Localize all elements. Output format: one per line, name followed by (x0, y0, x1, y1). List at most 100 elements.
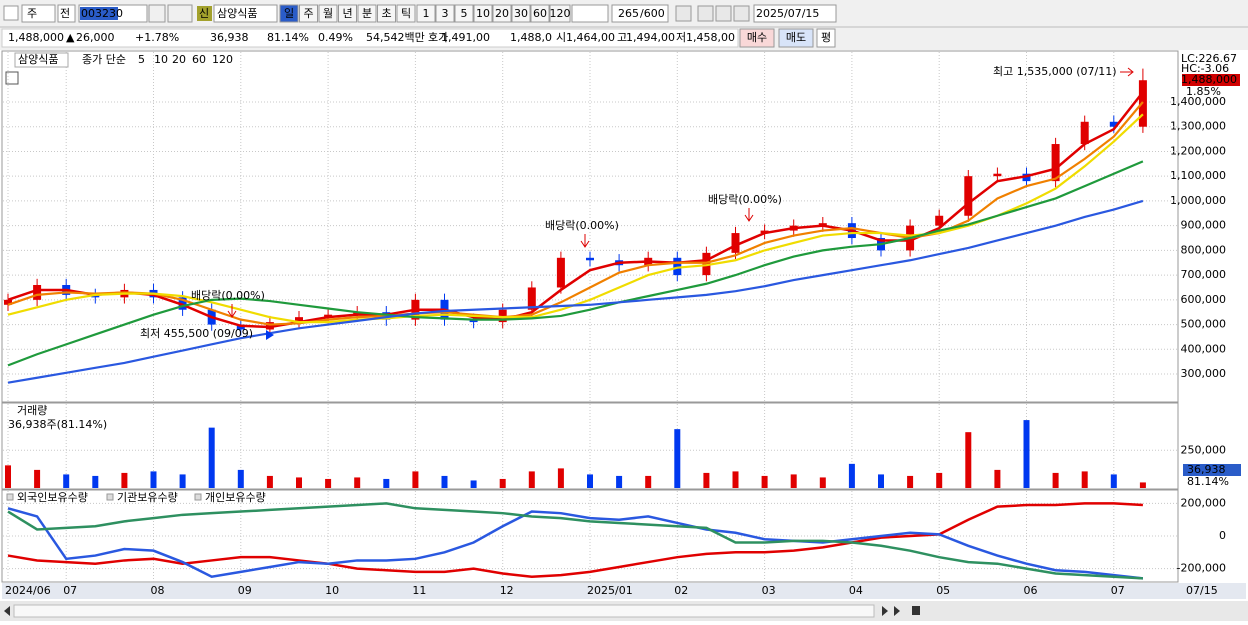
x-tick-label: 11 (412, 584, 426, 597)
y-tick-label: 900,000 (1181, 219, 1227, 232)
avg-button[interactable] (816, 28, 836, 48)
tool-icon[interactable] (733, 5, 750, 22)
candle-body (527, 287, 536, 310)
avg-label[interactable]: 평 (821, 31, 831, 44)
low-arrow (266, 330, 274, 340)
volume-bar (819, 477, 826, 488)
volume-ratio: 81.14% (1187, 475, 1229, 488)
table-icon[interactable] (5, 71, 19, 85)
interval-label[interactable]: 5 (461, 7, 468, 20)
period-button[interactable] (279, 4, 299, 23)
period-label[interactable]: 년 (342, 7, 352, 20)
legend-swatch (194, 493, 202, 501)
period-button[interactable] (377, 4, 396, 23)
holding-line (7, 502, 1143, 578)
count[interactable]: 265 (618, 7, 639, 20)
interval-label[interactable]: 120 (550, 7, 571, 20)
dividend-annotation: 배당락(0.00%) (545, 219, 619, 232)
interval-button[interactable] (416, 4, 436, 23)
sell-label[interactable]: 매도 (786, 31, 806, 44)
interval-button[interactable] (511, 4, 531, 23)
tool-icon[interactable] (675, 5, 692, 22)
x-tick-label: 05 (936, 584, 950, 597)
sound-button[interactable] (167, 4, 193, 23)
volume-bar (761, 475, 768, 488)
current-price: 1,488,000 (1181, 73, 1237, 86)
period-label[interactable]: 틱 (401, 7, 411, 20)
stock-name[interactable]: 삼양식품 (217, 7, 257, 20)
candle-body (673, 257, 682, 276)
y-tick-label: 0 (1219, 529, 1226, 542)
x-tick-label: 09 (238, 584, 252, 597)
tool-icon[interactable] (715, 5, 732, 22)
scroll-track[interactable] (13, 604, 875, 618)
code-highlight (80, 7, 118, 20)
period-button[interactable] (338, 4, 357, 23)
holding-legend: 개인보유수량 (205, 491, 266, 504)
volume-bar (208, 427, 215, 488)
period-label[interactable]: 초 (381, 7, 391, 20)
search-button[interactable] (148, 4, 166, 23)
period-label[interactable]: 일 (284, 6, 294, 20)
buy-button[interactable] (739, 28, 775, 48)
stop-button[interactable] (912, 606, 920, 615)
interval-button[interactable] (473, 4, 493, 23)
interval-label[interactable]: 10 (476, 7, 490, 20)
dividend-arrow (227, 304, 237, 318)
period-label[interactable]: 주 (303, 7, 313, 20)
x-tick-label: 12 (500, 584, 514, 597)
interval-label[interactable]: 3 (442, 7, 449, 20)
interval-button[interactable] (435, 4, 455, 23)
interval-label[interactable]: 1 (423, 7, 430, 20)
interval-select[interactable] (571, 4, 609, 23)
name-box[interactable] (213, 4, 278, 23)
prev-label[interactable]: 전 (60, 7, 70, 20)
period-type[interactable]: 주 (27, 7, 37, 20)
period-button[interactable] (357, 4, 377, 23)
y-tick-label: 1,400,000 (1170, 95, 1226, 108)
y-tick-label: 1,300,000 (1170, 120, 1226, 133)
period-button[interactable] (299, 4, 318, 23)
code[interactable]: 003230 (81, 7, 123, 20)
period-label[interactable]: 월 (323, 7, 333, 20)
quote-bid: 1,488,0 (510, 31, 552, 44)
volume-bar (878, 474, 884, 488)
volume-subtitle: 36,938주(81.14%) (8, 418, 107, 431)
candle-body (964, 176, 973, 216)
volume-bar (1081, 471, 1088, 488)
new-badge: 신 (199, 7, 209, 20)
tool-icon[interactable] (697, 5, 714, 22)
buy-label[interactable]: 매수 (747, 31, 767, 44)
scroll-right[interactable] (882, 606, 900, 616)
period-button[interactable] (396, 4, 416, 23)
interval-button[interactable] (530, 4, 550, 23)
candle-body (1080, 121, 1089, 145)
x-tick-label: 04 (849, 584, 863, 597)
period-type-select[interactable] (21, 4, 56, 23)
count-box[interactable] (611, 4, 669, 23)
quote-volume: 36,938 (210, 31, 249, 44)
prev-button[interactable] (57, 4, 76, 23)
period-button[interactable] (318, 4, 338, 23)
quote-change-pct: +1.78% (135, 31, 179, 44)
date-box[interactable] (753, 4, 837, 23)
interval-label[interactable]: 30 (514, 7, 528, 20)
quote-open: 1,464,00 (566, 31, 615, 44)
scroll-left[interactable] (4, 606, 10, 616)
holding-legend: 기관보유수량 (117, 491, 178, 504)
interval-button[interactable] (492, 4, 512, 23)
volume-bar (296, 477, 302, 488)
menu-icon[interactable] (3, 5, 19, 21)
interval-button[interactable] (454, 4, 474, 23)
sell-button[interactable] (778, 28, 814, 48)
period-label[interactable]: 분 (362, 7, 372, 20)
interval-button[interactable] (549, 4, 571, 23)
quote-arrow: ▲ (66, 31, 75, 44)
interval-label[interactable]: 20 (495, 7, 509, 20)
candle-body (498, 309, 507, 323)
volume-bar (383, 478, 390, 488)
quote-volume-ratio: 81.14% (267, 31, 309, 44)
interval-label[interactable]: 60 (533, 7, 547, 20)
quote-change: 26,000 (76, 31, 115, 44)
date[interactable]: 2025/07/15 (756, 7, 819, 20)
